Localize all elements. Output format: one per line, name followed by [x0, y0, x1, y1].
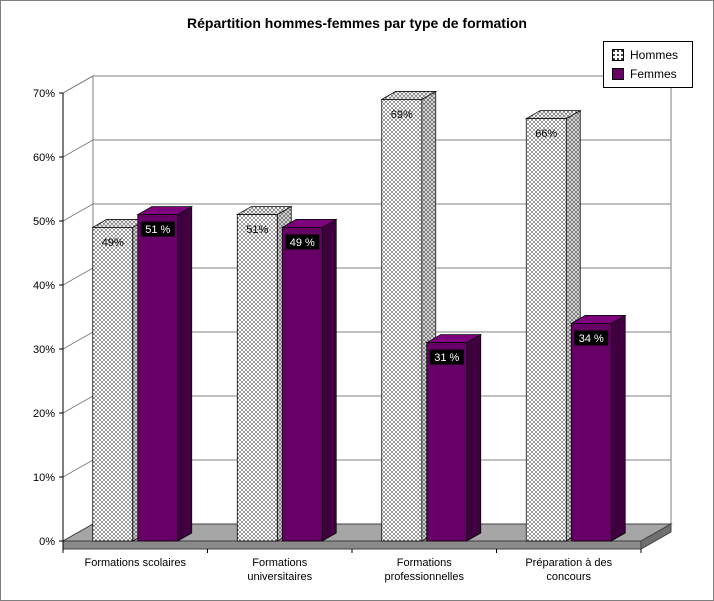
data-label-box: [429, 349, 464, 365]
bar-femmes-2: 31 %: [425, 333, 483, 542]
x-tick-label: Formations: [397, 557, 453, 569]
y-tick-label: 40%: [33, 280, 55, 292]
legend-item-hommes: Hommes: [611, 48, 678, 62]
y-tick-label: 0%: [39, 536, 55, 548]
x-tick-label: Formations scolaires: [85, 557, 187, 569]
data-label: 34 %: [579, 333, 604, 345]
x-axis-labels: Formations scolaires Formations universita…: [85, 557, 613, 583]
data-label: 51 %: [145, 224, 170, 236]
y-tick-label: 10%: [33, 472, 55, 484]
x-tick-label: concours: [546, 571, 591, 583]
femmes-swatch-icon: [611, 68, 624, 80]
y-tick-label: 30%: [33, 344, 55, 356]
legend: Hommes Femmes: [602, 41, 693, 88]
x-tick-label: Formations: [252, 557, 308, 569]
bars: 49% 51 % 51% 49 % 69% 31 % 66% 34 %: [91, 90, 627, 542]
hommes-swatch-icon: [611, 49, 624, 61]
data-label: 31 %: [434, 352, 459, 364]
x-tick-label: professionnelles: [385, 571, 465, 583]
bar-femmes-1: 49 %: [280, 218, 338, 542]
data-label: 51%: [246, 224, 268, 236]
bar-hommes-2: 69%: [380, 90, 438, 542]
y-tick-label: 50%: [33, 216, 55, 228]
y-tick-label: 60%: [33, 152, 55, 164]
y-tick-label: 70%: [33, 88, 55, 100]
bar-femmes-0: 51 %: [136, 205, 194, 542]
data-label-box: [285, 234, 320, 250]
legend-label-femmes: Femmes: [629, 67, 677, 81]
x-tick-label: Préparation à des: [525, 557, 612, 569]
chart-title: Répartition hommes-femmes par type de fo…: [187, 15, 527, 31]
y-tick-label: 20%: [33, 408, 55, 420]
data-label: 69%: [391, 109, 413, 121]
x-tick-label: universitaires: [247, 571, 312, 583]
data-label: 66%: [535, 128, 557, 140]
data-label-box: [140, 221, 175, 237]
y-axis: 0% 10% 20% 30% 40% 50% 60% 70%: [33, 88, 642, 553]
bar-femmes-3: 34 %: [569, 314, 627, 542]
data-label: 49%: [102, 237, 124, 249]
data-label-box: [574, 330, 609, 346]
data-label: 49 %: [290, 237, 315, 249]
legend-item-femmes: Femmes: [611, 67, 678, 81]
legend-label-hommes: Hommes: [629, 48, 678, 62]
